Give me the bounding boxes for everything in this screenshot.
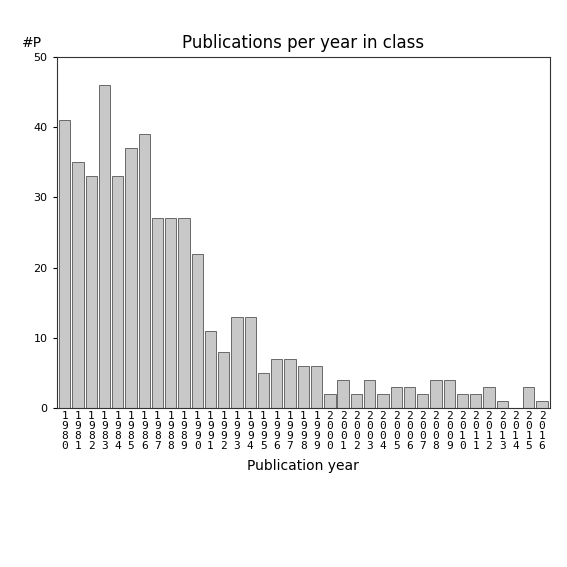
Bar [523,387,535,408]
Text: #P: #P [22,36,43,50]
Bar [59,120,70,408]
Bar [285,359,296,408]
Bar [218,352,230,408]
Bar [179,218,189,408]
Bar [311,366,322,408]
Bar [430,380,442,408]
Bar [125,148,137,408]
Bar [377,394,388,408]
Bar [470,394,481,408]
Bar [298,366,309,408]
Bar [152,218,163,408]
Bar [417,394,428,408]
Bar [72,162,83,408]
Bar [99,85,110,408]
Bar [404,387,415,408]
X-axis label: Publication year: Publication year [247,459,359,473]
Bar [138,134,150,408]
Bar [536,401,548,408]
Bar [86,176,97,408]
Bar [258,373,269,408]
Bar [271,359,282,408]
Bar [483,387,494,408]
Bar [324,394,336,408]
Bar [165,218,176,408]
Bar [112,176,124,408]
Bar [364,380,375,408]
Bar [245,317,256,408]
Bar [205,331,216,408]
Bar [443,380,455,408]
Bar [457,394,468,408]
Bar [337,380,349,408]
Bar [231,317,243,408]
Bar [351,394,362,408]
Bar [497,401,508,408]
Bar [391,387,402,408]
Bar [192,253,203,408]
Title: Publications per year in class: Publications per year in class [182,35,425,52]
